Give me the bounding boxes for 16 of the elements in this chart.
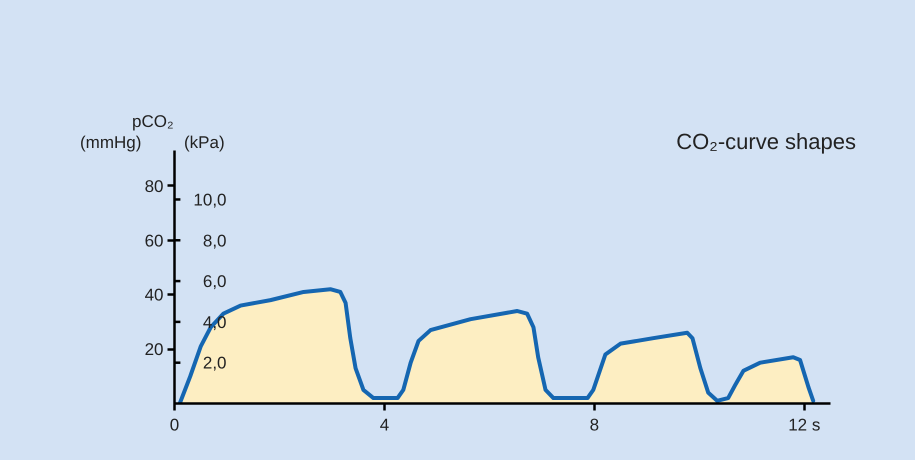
x-tick-label: 0 (170, 416, 180, 434)
y-tick-label: 60 (144, 231, 164, 250)
text: pCO₂ (132, 111, 174, 133)
y-tick-label: 80 (144, 176, 164, 196)
y2-tick-label: 10,0 (193, 190, 227, 210)
y2-tick-label: 2,0 (202, 354, 227, 373)
y-axis-title: (mmHg) (80, 132, 142, 154)
y-tick-label: 40 (144, 286, 164, 305)
y2-tick-label: 8,0 (202, 231, 227, 250)
x-tick-label: 8 (590, 416, 600, 434)
y2-axis-title: (kPa) (184, 132, 225, 154)
x-tick-label: 4 (380, 416, 390, 434)
chart-title: CO₂-curve shapes (676, 128, 856, 156)
y2-tick-label: 6,0 (202, 272, 227, 292)
x-tick-label: 12 s (788, 416, 820, 434)
y-tick-label: 20 (144, 340, 164, 360)
